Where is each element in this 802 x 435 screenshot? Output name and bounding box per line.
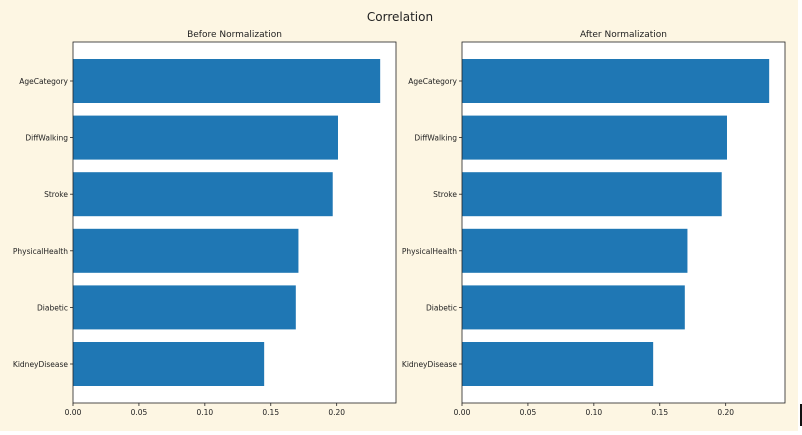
bar-Stroke xyxy=(462,172,722,217)
y-tick-label: Stroke xyxy=(433,190,457,199)
bar-Diabetic xyxy=(73,285,296,330)
x-tick-label: 0.10 xyxy=(196,408,213,417)
panel-title: Before Normalization xyxy=(187,30,282,40)
x-tick-label: 0.00 xyxy=(65,408,82,417)
x-tick-label: 0.20 xyxy=(328,408,345,417)
bar-PhysicalHealth xyxy=(462,228,688,273)
y-tick-label: PhysicalHealth xyxy=(13,247,68,256)
y-tick-label: Stroke xyxy=(44,190,68,199)
plot-frame xyxy=(72,41,397,404)
bar-DiffWalking xyxy=(73,115,338,160)
x-tick-label: 0.10 xyxy=(585,408,602,417)
chart-panels: Before Normalization AgeCategory DiffWalki… xyxy=(13,30,786,417)
bar-Stroke xyxy=(73,172,333,217)
bar-AgeCategory xyxy=(462,59,770,103)
x-tick-label: 0.15 xyxy=(262,408,279,417)
bar-KidneyDisease xyxy=(462,342,654,386)
chart-panel-1: Before Normalization AgeCategory DiffWalki… xyxy=(13,30,397,417)
x-tick-label: 0.15 xyxy=(651,408,668,417)
panel-title: After Normalization xyxy=(580,30,667,40)
y-tick-label: PhysicalHealth xyxy=(402,247,457,256)
x-tick-label: 0.05 xyxy=(520,408,537,417)
bar-AgeCategory xyxy=(73,59,381,103)
x-tick-label: 0.20 xyxy=(717,408,734,417)
x-tick-label: 0.05 xyxy=(131,408,148,417)
plot-frame xyxy=(461,41,786,404)
y-tick-label: AgeCategory xyxy=(19,77,68,86)
y-tick-label: AgeCategory xyxy=(408,77,457,86)
chart-panel-2: After Normalization AgeCategory DiffWalkin… xyxy=(402,30,786,417)
figure-suptitle: Correlation xyxy=(367,10,433,24)
bar-KidneyDisease xyxy=(73,342,265,386)
bar-PhysicalHealth xyxy=(73,228,299,273)
y-tick-label: KidneyDisease xyxy=(13,360,68,369)
y-tick-label: Diabetic xyxy=(37,303,68,312)
bar-Diabetic xyxy=(462,285,685,330)
window-edge-marker xyxy=(800,404,802,426)
x-tick-label: 0.00 xyxy=(454,408,471,417)
y-tick-label: Diabetic xyxy=(426,303,457,312)
y-tick-label: DiffWalking xyxy=(414,134,457,143)
bar-DiffWalking xyxy=(462,115,727,160)
y-tick-label: DiffWalking xyxy=(25,134,68,143)
y-tick-label: KidneyDisease xyxy=(402,360,457,369)
